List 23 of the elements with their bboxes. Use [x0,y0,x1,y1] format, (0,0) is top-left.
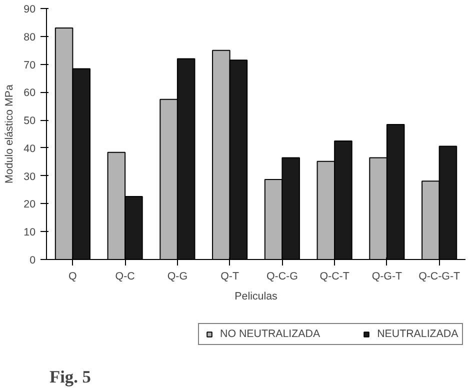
x-tick-label: Q-G [167,270,188,282]
x-tick-label: Q-G-T [372,270,403,282]
x-tick-label: Q-T [220,270,240,282]
y-tick-label: 90 [24,4,36,16]
x-axis-title: Peliculas [234,290,278,302]
y-tick-label: 80 [24,31,36,44]
y-tick-label: 20 [24,198,36,211]
x-tick-label: Q [68,270,77,282]
legend-label: NEUTRALIZADA [377,328,458,340]
y-tick-label: 40 [24,142,36,155]
y-tick-label: 10 [24,226,36,239]
legend-label: NO NEUTRALIZADA [220,328,320,340]
y-tick-label: 60 [24,87,36,100]
x-tick-label: Q-C-G-T [418,270,461,282]
x-tick-label: Q-C-T [320,270,350,282]
y-tick-label: 50 [24,115,36,128]
y-tick-label: 30 [24,170,36,183]
y-tick-label: 0 [30,254,36,266]
x-tick-label: Q-C-G [266,270,298,282]
y-tick-label: 70 [24,59,36,72]
y-axis-title: Modulo elástico MPa [4,84,16,184]
x-tick-label: Q-C [115,270,136,282]
caption: Fig. 5 [50,368,92,386]
